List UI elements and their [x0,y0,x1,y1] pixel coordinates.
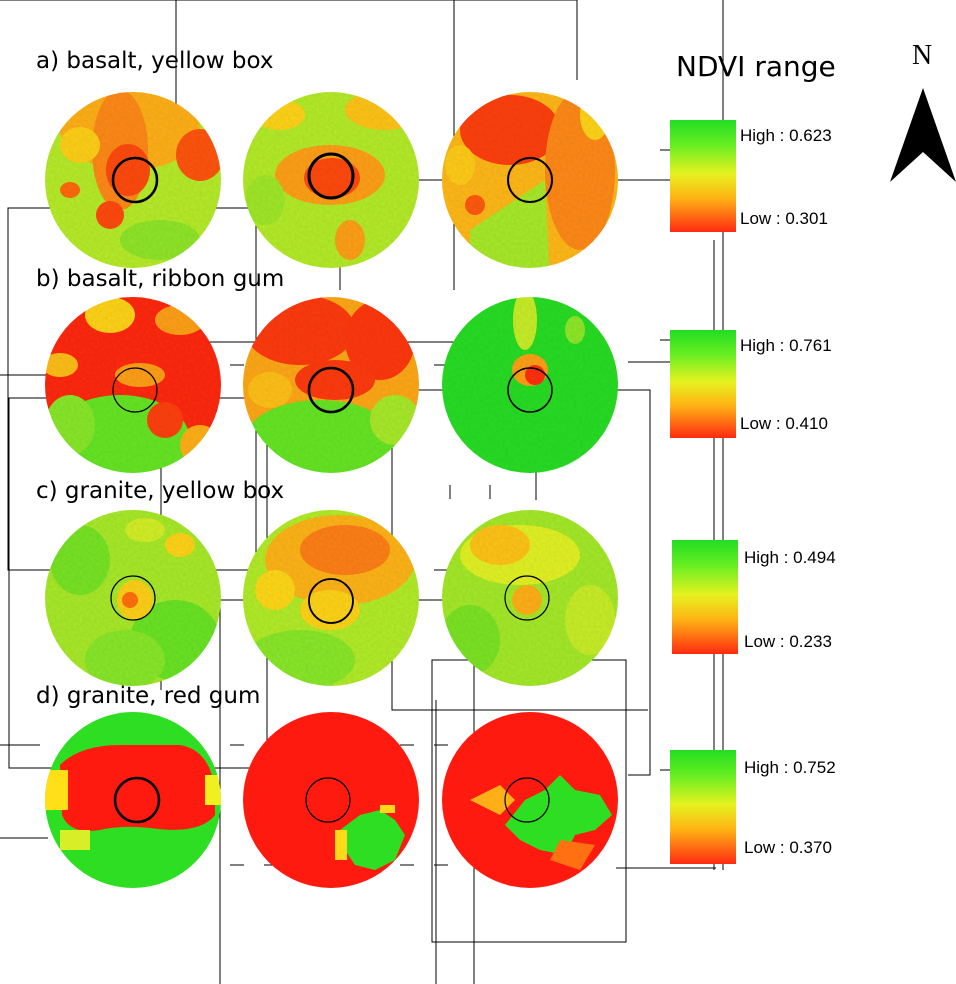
legend-low-a: Low : 0.301 [740,209,828,228]
plot-c2 [243,510,419,686]
row-label-b: b) basalt, ribbon gum [36,266,285,292]
plot-b3 [442,297,618,473]
plot-d2 [243,712,419,888]
north-arrow-icon [890,88,956,182]
legend-low-d: Low : 0.370 [744,838,832,857]
plot-c3 [442,510,618,686]
legend-swatch-d [670,750,736,864]
north-label: N [912,40,933,71]
plot-b2 [243,297,419,473]
row-label-a: a) basalt, yellow box [36,48,274,74]
plot-a2 [243,92,419,268]
legend-title: NDVI range [676,50,836,83]
legend-swatch-b [670,330,736,438]
plot-d3 [442,712,618,888]
legend-low-b: Low : 0.410 [740,414,828,433]
row-label-c: c) granite, yellow box [36,478,285,504]
legend-high-d: High : 0.752 [744,758,836,777]
legend-high-c: High : 0.494 [744,548,836,567]
legend-high-b: High : 0.761 [740,336,832,355]
legend-swatch-c [672,540,738,654]
plot-center-circles [110,152,553,824]
plot-a3 [442,92,618,268]
legend-low-c: Low : 0.233 [744,632,832,651]
row-label-d: d) granite, red gum [36,683,261,709]
plot-b1 [45,297,221,473]
plot-c1 [45,510,221,686]
legend-high-a: High : 0.623 [740,126,832,145]
legend-swatch-a [670,120,736,232]
plot-d1 [45,712,221,888]
plot-a1 [45,92,221,268]
